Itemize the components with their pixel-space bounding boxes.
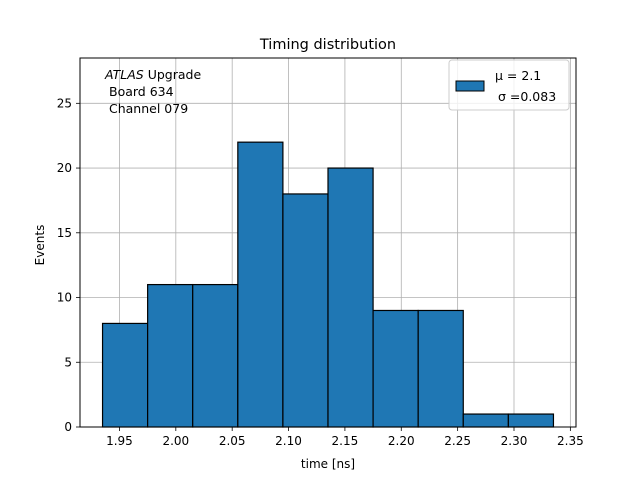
histogram-bar — [417, 309, 464, 428]
x-axis-label: time [ns] — [301, 457, 355, 471]
y-tick-label: 15 — [57, 226, 72, 240]
histogram-bar — [237, 141, 284, 428]
bars — [101, 141, 555, 428]
annotation-upgrade: Upgrade — [144, 67, 202, 82]
histogram-bar — [507, 413, 555, 428]
legend-swatch — [455, 80, 485, 92]
y-axis-label: Events — [33, 225, 47, 266]
histogram-bar — [327, 167, 374, 428]
histogram-bar — [101, 322, 149, 428]
histogram-bar — [147, 283, 194, 428]
y-tick-label: 5 — [64, 355, 72, 369]
x-tick-label: 2.35 — [557, 434, 584, 448]
annotation-board: Board 634 — [109, 84, 174, 99]
histogram-bar — [372, 309, 419, 428]
legend-box — [448, 59, 570, 111]
y-tick-label: 25 — [57, 96, 72, 110]
x-tick-label: 2.20 — [388, 434, 415, 448]
x-tick-label: 2.10 — [275, 434, 302, 448]
y-tick-label: 0 — [64, 420, 72, 434]
legend: μ = 2.1 σ =0.083 — [448, 59, 570, 111]
atlas-annotation: ATLAS Upgrade Board 634 Channel 079 — [104, 67, 201, 116]
histogram-bar — [282, 193, 329, 428]
y-tick-label: 20 — [57, 161, 72, 175]
x-tick-label: 2.15 — [332, 434, 359, 448]
y-tick-label: 10 — [57, 291, 72, 305]
annotation-atlas: ATLAS — [104, 67, 144, 82]
plot-frame — [79, 57, 577, 428]
histogram-bar — [462, 413, 509, 428]
legend-mu: μ = 2.1 — [495, 68, 541, 83]
x-tick-label: 1.95 — [106, 434, 133, 448]
y-axis-ticks: 0 5 10 15 20 25 — [57, 96, 80, 434]
chart-title: Timing distribution — [259, 37, 396, 53]
x-tick-label: 2.30 — [501, 434, 528, 448]
legend-sigma: σ =0.083 — [498, 89, 556, 104]
annotation-line1: ATLAS Upgrade — [104, 67, 201, 82]
x-axis-ticks: 1.95 2.00 2.05 2.10 2.15 2.20 2.25 2.30 2.35 — [106, 427, 584, 448]
histogram-bar — [192, 283, 239, 428]
x-tick-label: 2.25 — [444, 434, 471, 448]
annotation-channel: Channel 079 — [109, 101, 188, 116]
x-tick-label: 2.05 — [219, 434, 246, 448]
x-tick-label: 2.00 — [162, 434, 189, 448]
